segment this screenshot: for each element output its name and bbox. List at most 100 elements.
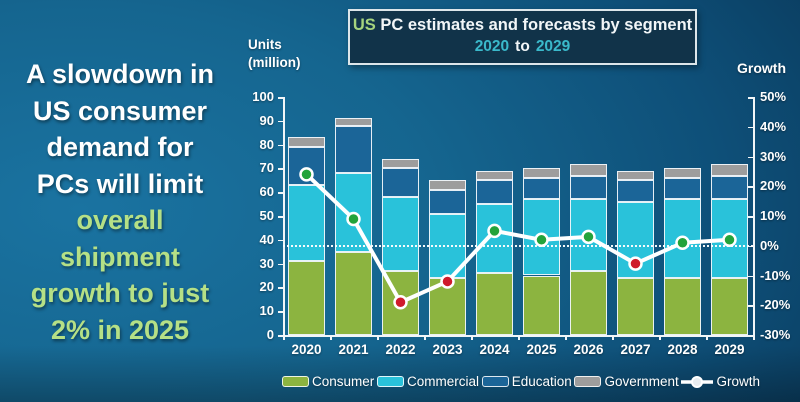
left-axis-tick-label: 10	[259, 303, 274, 319]
legend-label-consumer: Consumer	[312, 374, 375, 389]
left-axis-tick-label: 100	[252, 89, 274, 104]
growth-line-icon	[681, 375, 714, 388]
bar-2025-consumer	[523, 275, 560, 335]
bar-2028-government	[664, 168, 701, 178]
bar-2025-government	[523, 168, 560, 178]
right-axis-tick	[748, 275, 753, 277]
legend-label-commercial: Commercial	[406, 374, 479, 389]
bar-2023-education	[429, 189, 466, 214]
chart-title-box: US PC estimates and forecasts by segment…	[348, 9, 697, 65]
x-axis-tick	[565, 335, 567, 340]
bar-2026-commercial	[570, 199, 607, 271]
right-axis-line	[753, 97, 755, 335]
right-axis-tick	[748, 126, 753, 129]
legend-item-consumer: Consumer	[282, 374, 374, 389]
x-axis-tick	[283, 335, 285, 340]
x-label-2023: 2023	[432, 342, 463, 357]
x-label-2025: 2025	[526, 342, 557, 357]
x-axis-tick	[753, 335, 755, 340]
left-axis-tick-label: 20	[259, 279, 274, 295]
left-axis-title-line1: Units	[248, 37, 282, 52]
left-axis-tick-label: 90	[259, 112, 274, 128]
right-axis-tick-label: 50%	[760, 89, 787, 104]
right-axis-tick	[748, 186, 753, 188]
legend-swatch-government	[574, 376, 602, 387]
legend-label-growth: Growth	[716, 374, 760, 389]
x-label-2021: 2021	[338, 342, 369, 357]
right-axis-tick-label: 20%	[760, 178, 787, 194]
right-axis-tick-label: 40%	[760, 118, 787, 134]
legend-swatch-education	[481, 376, 509, 387]
left-axis-tick	[278, 192, 283, 194]
headline-message: A slowdown in US consumer demand for PCs…	[4, 56, 236, 348]
legend-swatch-commercial	[376, 376, 404, 387]
bar-2029-government	[711, 163, 748, 176]
legend-item-commercial: Commercial	[376, 374, 479, 389]
left-axis-tick	[278, 120, 283, 123]
x-label-2026: 2026	[573, 342, 604, 357]
bar-2021-government	[335, 118, 372, 126]
bar-2027-consumer	[617, 277, 654, 335]
left-axis-tick-label: 50	[259, 208, 274, 223]
bar-2024-government	[476, 170, 513, 181]
chart-title-range: 2020 to 2029	[350, 38, 695, 56]
left-axis-tick-label: 70	[259, 160, 274, 176]
legend-item-education: Education	[481, 374, 572, 389]
left-axis-tick	[278, 287, 283, 289]
x-axis-tick	[518, 335, 520, 340]
message-line: demand for	[46, 132, 194, 162]
message-line: A slowdown in	[26, 59, 214, 89]
left-axis-tick	[278, 216, 283, 218]
x-axis-tick	[659, 335, 661, 340]
x-axis-tick	[377, 335, 379, 340]
bar-2029-education	[711, 175, 748, 200]
bar-2026-government	[570, 163, 607, 176]
left-axis-tick	[278, 144, 283, 147]
left-axis-tick	[278, 239, 283, 242]
bar-2025-commercial	[523, 199, 560, 276]
range-separator: to	[515, 38, 530, 55]
bar-2020-consumer	[288, 261, 325, 335]
range-start-year: 2020	[474, 38, 510, 55]
x-axis-tick	[612, 335, 614, 340]
bar-2029-commercial	[711, 199, 748, 278]
bar-2022-consumer	[382, 270, 419, 335]
bar-2026-consumer	[570, 270, 607, 335]
chart-title: US PC estimates and forecasts by segment	[350, 16, 695, 35]
title-highlight: US	[352, 16, 376, 34]
bar-2022-commercial	[382, 196, 419, 271]
bar-2023-consumer	[429, 277, 466, 335]
x-label-2020: 2020	[291, 342, 322, 357]
right-axis-tick	[748, 305, 753, 307]
left-axis-line	[283, 97, 285, 335]
x-label-2022: 2022	[385, 342, 416, 357]
legend-label-government: Government	[604, 374, 679, 389]
x-axis-tick	[471, 335, 473, 340]
left-axis-tick	[278, 335, 283, 337]
x-label-2024: 2024	[479, 342, 510, 357]
legend: Consumer Commercial Education Government Gro…	[282, 374, 760, 389]
bar-2027-government	[617, 170, 654, 181]
message-line: PCs will limit	[36, 168, 204, 199]
bar-2028-commercial	[664, 199, 701, 278]
left-axis-tick-label: 30	[259, 255, 274, 271]
right-axis-tick	[748, 335, 753, 337]
legend-swatch-consumer	[282, 376, 309, 387]
right-axis-tick	[748, 216, 753, 218]
legend-item-growth: Growth	[681, 374, 760, 389]
range-end-year: 2029	[535, 38, 571, 55]
left-axis-title: Units (million)	[248, 36, 301, 72]
x-label-2028: 2028	[667, 342, 698, 357]
x-label-2027: 2027	[620, 342, 651, 357]
left-axis-tick	[278, 97, 283, 99]
bar-2027-education	[617, 180, 654, 202]
x-axis-tick	[424, 335, 426, 340]
left-axis-tick	[278, 263, 283, 266]
bar-2028-education	[664, 177, 701, 200]
bar-2027-commercial	[617, 201, 654, 278]
bar-2021-consumer	[335, 251, 372, 335]
left-axis-title-line2: (million)	[248, 55, 301, 70]
right-axis-tick	[748, 97, 753, 99]
message-line-highlight: growth to just	[30, 278, 210, 308]
bar-2024-consumer	[476, 273, 513, 335]
